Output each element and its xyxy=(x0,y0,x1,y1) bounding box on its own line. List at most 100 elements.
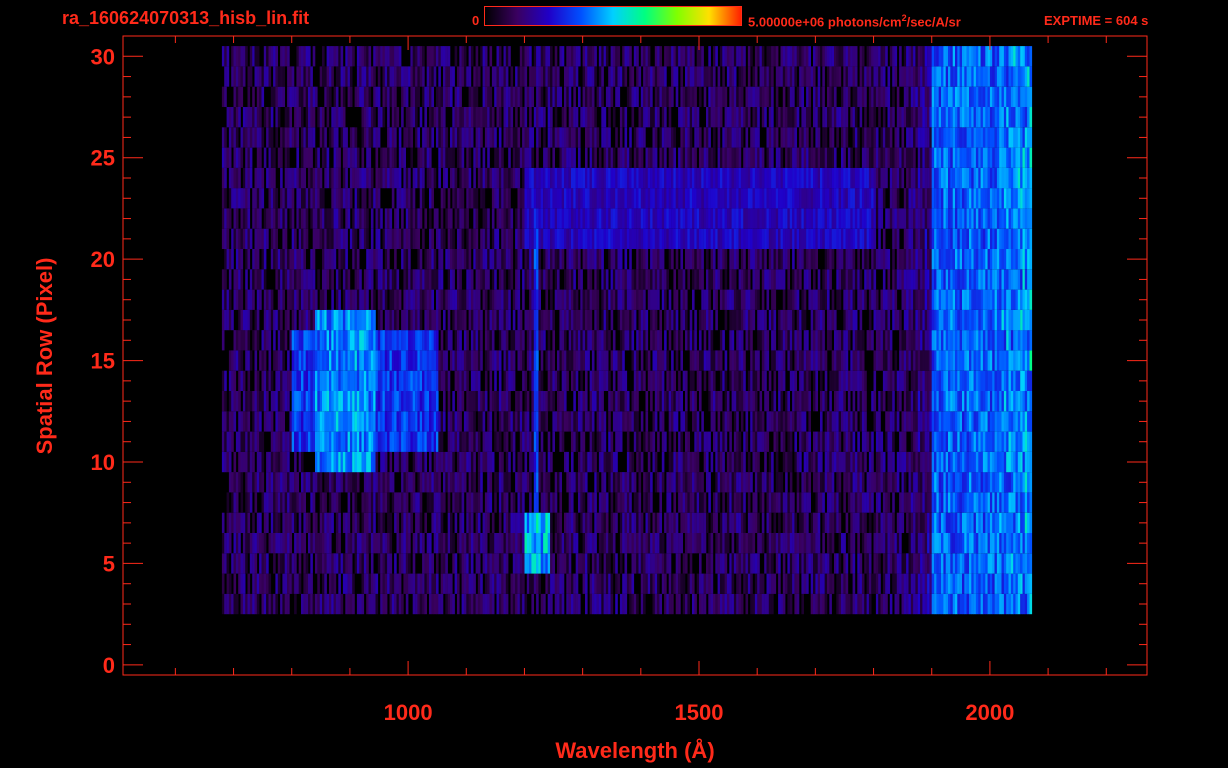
heatmap-cell xyxy=(419,533,423,554)
heatmap-cell xyxy=(931,553,935,574)
heatmap-cell xyxy=(982,269,986,290)
heatmap-cell xyxy=(433,512,437,533)
heatmap-cell xyxy=(975,492,979,513)
heatmap-cell xyxy=(643,553,646,574)
heatmap-cell xyxy=(661,451,665,473)
heatmap-cell xyxy=(391,350,395,371)
heatmap-cell xyxy=(654,391,658,412)
heatmap-cell xyxy=(319,593,323,615)
heatmap-cell xyxy=(498,350,502,371)
heatmap-cell xyxy=(233,269,237,290)
heatmap-cell xyxy=(740,593,744,615)
heatmap-cell xyxy=(994,573,998,594)
heatmap-cell xyxy=(859,593,863,615)
heatmap-cell xyxy=(526,512,530,533)
heatmap-cell xyxy=(424,512,427,533)
heatmap-cell xyxy=(545,553,548,574)
heatmap-cell xyxy=(359,269,362,290)
heatmap-cell xyxy=(287,553,290,574)
heatmap-cell xyxy=(619,370,623,391)
heatmap-cell xyxy=(422,350,425,371)
heatmap-cell xyxy=(794,512,797,533)
heatmap-cell xyxy=(375,249,379,270)
heatmap-cell xyxy=(380,553,383,574)
heatmap-cell xyxy=(370,289,374,310)
heatmap-cell xyxy=(852,512,856,533)
heatmap-cell xyxy=(501,330,504,351)
heatmap-cell xyxy=(1008,350,1012,371)
heatmap-cell xyxy=(557,411,560,432)
heatmap-cell xyxy=(1020,553,1023,574)
heatmap-cell xyxy=(470,391,474,412)
heatmap-cell xyxy=(338,350,341,371)
heatmap-cell xyxy=(729,593,732,615)
heatmap-cell xyxy=(1017,309,1021,331)
heatmap-cell xyxy=(491,309,495,331)
heatmap-cell xyxy=(470,350,474,371)
heatmap-cell xyxy=(957,269,960,290)
heatmap-cell xyxy=(368,573,372,594)
heatmap-cell xyxy=(571,451,574,473)
heatmap-cell xyxy=(692,573,695,594)
heatmap-cell xyxy=(585,370,588,391)
heatmap-cell xyxy=(308,533,311,554)
heatmap-cell xyxy=(871,451,874,473)
heatmap-cell xyxy=(487,269,490,290)
heatmap-cell xyxy=(610,431,614,452)
heatmap-cell xyxy=(387,512,390,533)
heatmap-cell xyxy=(636,269,639,290)
heatmap-cell xyxy=(405,533,409,554)
heatmap-cell xyxy=(489,370,493,391)
heatmap-cell xyxy=(964,289,967,310)
heatmap-cell xyxy=(422,289,425,310)
heatmap-cell xyxy=(822,573,825,594)
heatmap-cell xyxy=(461,451,465,473)
heatmap-cell xyxy=(1027,370,1030,391)
heatmap-cell xyxy=(822,391,825,412)
heatmap-cell xyxy=(268,309,272,331)
heatmap-cell xyxy=(268,593,272,615)
heatmap-cell xyxy=(678,533,681,554)
heatmap-cell xyxy=(873,533,877,554)
heatmap-cell xyxy=(813,350,816,371)
heatmap-cell xyxy=(245,350,248,371)
heatmap-cell xyxy=(703,330,707,351)
heatmap-cell xyxy=(552,411,555,432)
heatmap-cell xyxy=(352,512,355,533)
heatmap-cell xyxy=(959,492,963,513)
heatmap-cell xyxy=(242,451,246,473)
heatmap-cell xyxy=(631,289,635,310)
heatmap-cell xyxy=(498,512,502,533)
heatmap-cell xyxy=(987,451,991,473)
heatmap-cell xyxy=(761,533,765,554)
heatmap-cell xyxy=(838,350,842,371)
heatmap-cell xyxy=(426,553,430,574)
heatmap-cell xyxy=(894,411,898,432)
heatmap-cell xyxy=(934,330,937,351)
heatmap-cell xyxy=(626,472,630,493)
heatmap-cell xyxy=(931,269,935,290)
heatmap-cell xyxy=(845,593,849,615)
heatmap-cell xyxy=(356,533,360,554)
heatmap-cell xyxy=(247,472,251,493)
heatmap-cell xyxy=(391,492,395,513)
heatmap-cell xyxy=(426,573,430,594)
heatmap-cell xyxy=(601,431,604,452)
heatmap-cell xyxy=(245,269,248,290)
heatmap-cell xyxy=(510,269,514,290)
heatmap-cell xyxy=(338,309,341,331)
heatmap-cell xyxy=(480,330,483,351)
heatmap-cell xyxy=(331,391,334,412)
heatmap-cell xyxy=(722,533,725,554)
heatmap-cell xyxy=(619,391,623,412)
heatmap-cell xyxy=(491,451,495,473)
heatmap-cell xyxy=(966,451,970,473)
heatmap-cell xyxy=(354,269,358,290)
heatmap-cell xyxy=(291,350,295,371)
heatmap-cell xyxy=(591,451,595,473)
heatmap-cell xyxy=(477,269,481,290)
heatmap-cell xyxy=(682,451,686,473)
heatmap-cell xyxy=(759,391,763,412)
heatmap-cell xyxy=(987,370,991,391)
heatmap-cell xyxy=(433,492,437,513)
